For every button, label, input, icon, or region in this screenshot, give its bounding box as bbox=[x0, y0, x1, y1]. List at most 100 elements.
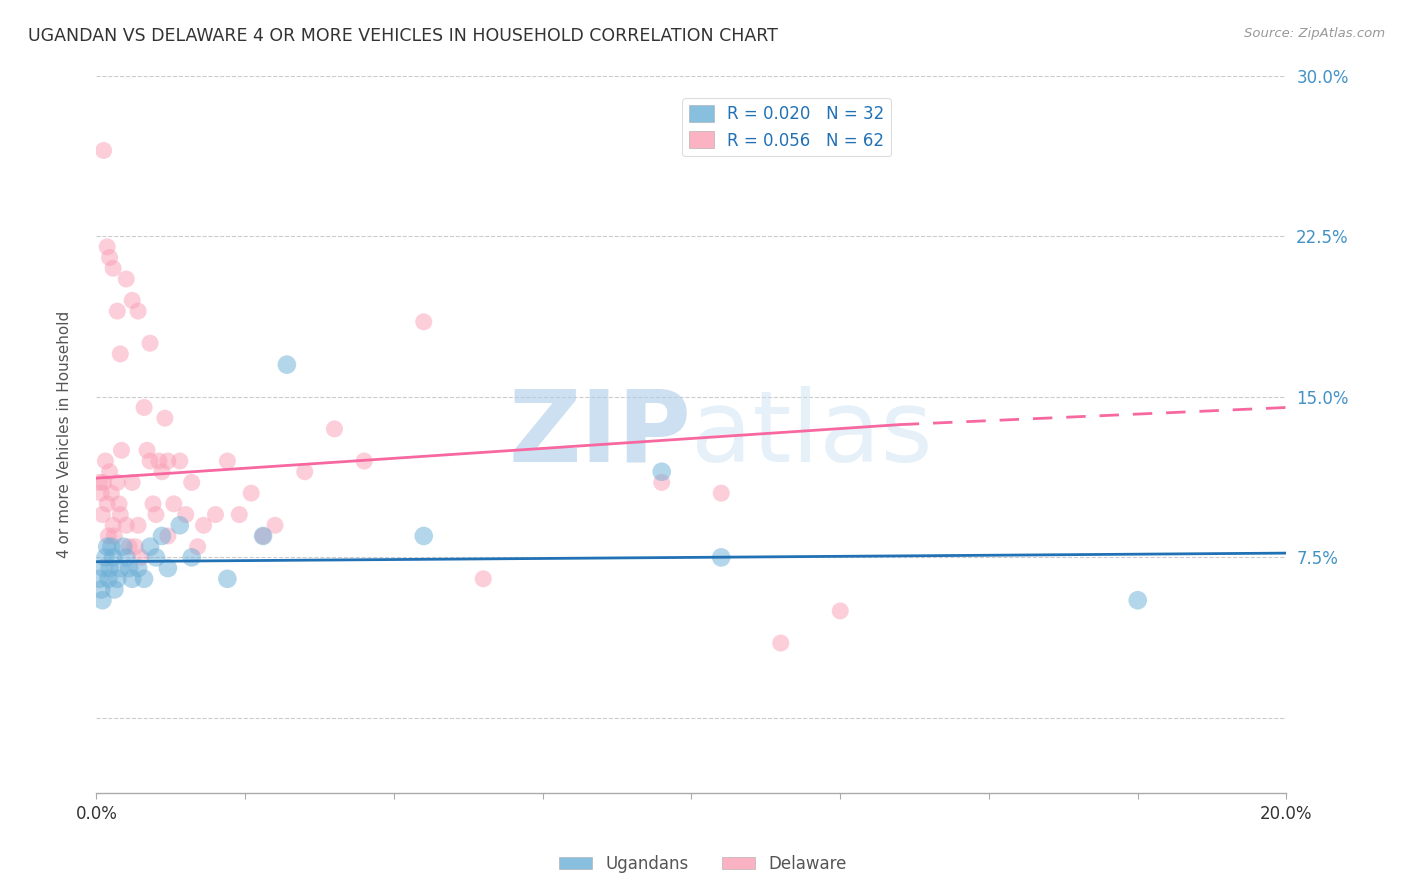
Point bbox=[412, 315, 434, 329]
Point bbox=[710, 550, 733, 565]
Point bbox=[148, 454, 170, 468]
Point bbox=[353, 454, 375, 468]
Point bbox=[94, 550, 117, 565]
Point bbox=[264, 518, 287, 533]
Y-axis label: 4 or more Vehicles in Household: 4 or more Vehicles in Household bbox=[58, 310, 72, 558]
Point bbox=[150, 529, 173, 543]
Point bbox=[139, 454, 162, 468]
Point bbox=[105, 304, 128, 318]
Point bbox=[115, 550, 138, 565]
Text: Source: ZipAtlas.com: Source: ZipAtlas.com bbox=[1244, 27, 1385, 40]
Point bbox=[139, 336, 162, 351]
Point bbox=[169, 518, 191, 533]
Point bbox=[139, 540, 162, 554]
Point bbox=[472, 572, 495, 586]
Point bbox=[121, 572, 143, 586]
Point bbox=[89, 475, 111, 490]
Point bbox=[105, 572, 128, 586]
Point bbox=[121, 475, 143, 490]
Point bbox=[156, 454, 179, 468]
Point bbox=[101, 518, 124, 533]
Point bbox=[142, 497, 165, 511]
Point bbox=[187, 540, 209, 554]
Point bbox=[830, 604, 852, 618]
Point bbox=[150, 465, 173, 479]
Point bbox=[118, 540, 141, 554]
Point bbox=[276, 358, 298, 372]
Point bbox=[127, 518, 149, 533]
Point bbox=[103, 582, 125, 597]
Point bbox=[127, 561, 149, 575]
Point bbox=[97, 529, 120, 543]
Point bbox=[228, 508, 250, 522]
Point bbox=[412, 529, 434, 543]
Point bbox=[132, 401, 155, 415]
Point bbox=[193, 518, 215, 533]
Point bbox=[145, 508, 167, 522]
Point bbox=[90, 582, 112, 597]
Point bbox=[105, 475, 128, 490]
Point bbox=[94, 454, 117, 468]
Point bbox=[217, 572, 239, 586]
Point bbox=[90, 486, 112, 500]
Point bbox=[180, 550, 202, 565]
Text: ZIP: ZIP bbox=[509, 385, 692, 483]
Point bbox=[252, 529, 274, 543]
Point bbox=[101, 261, 124, 276]
Text: atlas: atlas bbox=[692, 385, 934, 483]
Point bbox=[156, 561, 179, 575]
Point bbox=[115, 272, 138, 286]
Point bbox=[112, 540, 135, 554]
Point bbox=[129, 550, 152, 565]
Point bbox=[100, 540, 122, 554]
Point bbox=[136, 443, 159, 458]
Point bbox=[93, 561, 115, 575]
Point bbox=[651, 465, 673, 479]
Point bbox=[769, 636, 792, 650]
Legend: Ugandans, Delaware: Ugandans, Delaware bbox=[553, 848, 853, 880]
Point bbox=[110, 443, 132, 458]
Point bbox=[132, 572, 155, 586]
Point bbox=[115, 518, 138, 533]
Point bbox=[240, 486, 263, 500]
Point bbox=[651, 475, 673, 490]
Point bbox=[294, 465, 316, 479]
Point bbox=[145, 550, 167, 565]
Point bbox=[98, 561, 121, 575]
Point bbox=[91, 593, 114, 607]
Point bbox=[153, 411, 176, 425]
Point bbox=[156, 529, 179, 543]
Point bbox=[174, 508, 197, 522]
Point bbox=[97, 572, 120, 586]
Point bbox=[118, 561, 141, 575]
Point bbox=[252, 529, 274, 543]
Point bbox=[96, 240, 118, 254]
Point bbox=[110, 508, 132, 522]
Point bbox=[169, 454, 191, 468]
Point bbox=[93, 475, 115, 490]
Point bbox=[710, 486, 733, 500]
Point bbox=[110, 561, 132, 575]
Point bbox=[93, 144, 115, 158]
Point bbox=[217, 454, 239, 468]
Point bbox=[1126, 593, 1149, 607]
Legend: R = 0.020   N = 32, R = 0.056   N = 62: R = 0.020 N = 32, R = 0.056 N = 62 bbox=[682, 98, 891, 156]
Point bbox=[101, 550, 124, 565]
Point bbox=[98, 465, 121, 479]
Point bbox=[91, 508, 114, 522]
Text: UGANDAN VS DELAWARE 4 OR MORE VEHICLES IN HOUSEHOLD CORRELATION CHART: UGANDAN VS DELAWARE 4 OR MORE VEHICLES I… bbox=[28, 27, 778, 45]
Point bbox=[100, 486, 122, 500]
Point bbox=[108, 497, 131, 511]
Point bbox=[127, 304, 149, 318]
Point bbox=[98, 251, 121, 265]
Point bbox=[163, 497, 186, 511]
Point bbox=[96, 497, 118, 511]
Point bbox=[204, 508, 226, 522]
Point bbox=[121, 293, 143, 308]
Point bbox=[180, 475, 202, 490]
Point bbox=[323, 422, 346, 436]
Point bbox=[110, 347, 132, 361]
Point bbox=[89, 572, 111, 586]
Point bbox=[96, 540, 118, 554]
Point bbox=[124, 540, 146, 554]
